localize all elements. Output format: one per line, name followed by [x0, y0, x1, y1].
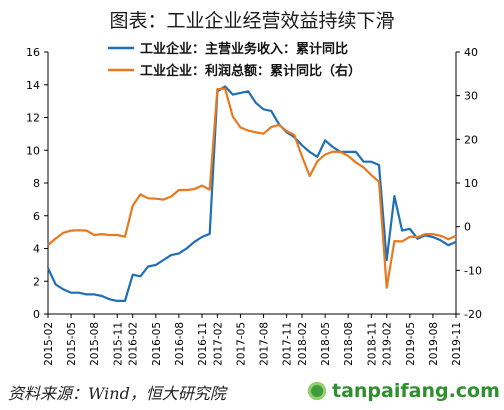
x-tick-label: 2018-02 — [297, 322, 309, 366]
x-tick-label: 2015-11 — [112, 322, 124, 366]
series-layer — [47, 85, 457, 302]
leaf-logo-icon — [308, 382, 326, 400]
x-tick-label: 2016-05 — [151, 322, 163, 366]
brand-text: tanpaifang.com — [332, 380, 500, 402]
y-left-tick-label: 12 — [26, 112, 40, 125]
x-tick-label: 2016-11 — [197, 322, 209, 366]
x-tick-label: 2015-02 — [43, 322, 55, 366]
x-tick-label: 2019-05 — [405, 322, 417, 366]
x-tick-label: 2016-02 — [128, 322, 140, 366]
x-tick-label: 2019-02 — [382, 322, 394, 366]
x-axis: 2015-02 2015-05 2015-08 2015-11 2016-02 2016-… — [43, 314, 463, 366]
y-right-tick-label: -20 — [464, 308, 482, 321]
x-tick-label: 2018-05 — [320, 322, 332, 366]
source-note: 资料来源：Wind，恒大研究院 — [8, 384, 226, 403]
legend-label: 工业企业：利润总额：累计同比（右） — [140, 63, 361, 79]
y-left-tick-label: 16 — [26, 46, 40, 59]
x-tick-label: 2017-11 — [282, 322, 294, 366]
y-left-tick-label: 8 — [33, 177, 40, 190]
y-left-tick-label: 6 — [33, 210, 40, 223]
x-tick-label: 2017-08 — [259, 322, 271, 366]
x-tick-label: 2015-05 — [66, 322, 78, 366]
y-right-tick-label: 30 — [464, 90, 478, 103]
plot-frame — [47, 52, 457, 315]
page-title: 图表：工业企业经营效益持续下滑 — [109, 10, 395, 32]
x-tick-label: 2018-11 — [366, 322, 378, 366]
y-right-tick-label: -10 — [464, 264, 482, 277]
y-left-tick-label: 14 — [26, 79, 40, 92]
y-axis-left: 0 2 4 6 8 10 12 14 16 — [26, 46, 48, 321]
brand-watermark: tanpaifang.com — [308, 380, 500, 402]
y-axis-right: -20 -10 0 10 20 30 40 — [456, 46, 482, 321]
x-tick-label: 2019-08 — [428, 322, 440, 366]
y-left-tick-label: 2 — [33, 275, 40, 288]
series-line-profit — [47, 87, 457, 289]
x-tick-label: 2018-08 — [343, 322, 355, 366]
y-right-tick-label: 40 — [464, 46, 478, 59]
series-line-revenue — [47, 85, 457, 302]
y-left-tick-label: 10 — [26, 144, 40, 157]
y-right-tick-label: 10 — [464, 177, 478, 190]
legend-label: 工业企业：主营业务收入：累计同比 — [140, 41, 348, 57]
y-right-tick-label: 0 — [464, 221, 471, 234]
y-left-tick-label: 0 — [33, 308, 40, 321]
x-tick-label: 2016-08 — [174, 322, 186, 366]
y-left-tick-label: 4 — [33, 243, 40, 256]
x-tick-label: 2019-11 — [451, 322, 463, 366]
x-tick-label: 2017-05 — [235, 322, 247, 366]
y-right-tick-label: 20 — [464, 133, 478, 146]
x-tick-label: 2015-08 — [89, 322, 101, 366]
x-tick-label: 2017-02 — [212, 322, 224, 366]
